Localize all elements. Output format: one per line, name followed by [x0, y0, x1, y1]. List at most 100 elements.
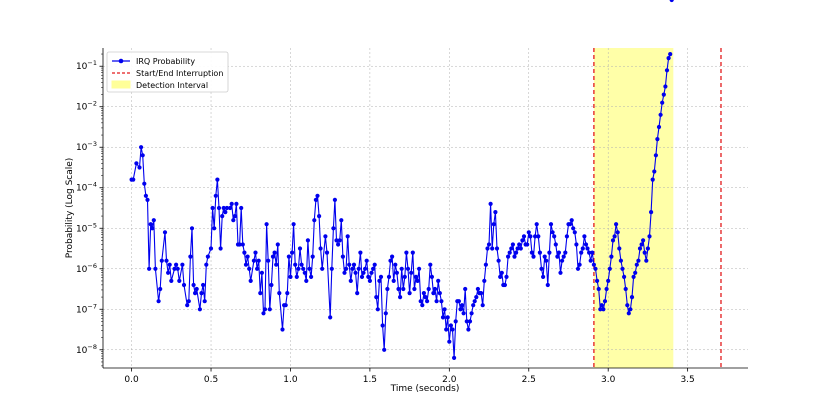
data-point — [425, 299, 430, 304]
data-point — [231, 218, 236, 223]
data-point — [391, 278, 396, 283]
data-point — [590, 250, 595, 255]
data-point — [445, 315, 450, 320]
data-point — [164, 258, 169, 263]
data-point — [413, 274, 419, 279]
data-point — [537, 250, 543, 255]
data-point — [201, 282, 206, 288]
detection-interval-span — [593, 48, 674, 368]
data-point — [585, 246, 590, 251]
data-point — [267, 307, 272, 312]
data-point — [137, 165, 142, 170]
data-point — [342, 270, 347, 275]
data-point — [541, 274, 546, 279]
data-point — [253, 250, 258, 255]
data-point — [485, 246, 490, 251]
data-point — [286, 254, 291, 259]
data-point — [596, 286, 601, 292]
data-point — [283, 303, 288, 308]
data-point — [307, 266, 312, 271]
data-point — [452, 355, 457, 360]
legend-patch-icon — [111, 80, 131, 89]
data-point — [579, 250, 584, 255]
data-point — [142, 181, 147, 186]
data-point — [320, 266, 325, 271]
data-point — [560, 258, 565, 263]
data-point — [493, 210, 498, 215]
data-point — [669, 0, 674, 3]
data-point — [509, 246, 514, 251]
data-point — [290, 250, 295, 255]
data-point — [251, 258, 256, 263]
data-point — [496, 258, 501, 263]
data-point — [382, 347, 387, 352]
data-point — [377, 278, 382, 283]
data-point — [388, 258, 393, 263]
data-point — [456, 299, 461, 304]
data-point — [401, 286, 406, 292]
data-point — [660, 100, 665, 105]
data-point — [261, 311, 266, 316]
data-point — [140, 153, 145, 158]
data-point — [405, 266, 411, 271]
data-point — [367, 278, 372, 283]
data-point — [568, 222, 573, 227]
axes-layer — [102, 48, 748, 369]
data-point — [359, 274, 365, 279]
data-point — [340, 254, 345, 259]
data-point — [520, 238, 525, 243]
data-point — [637, 246, 643, 251]
data-point — [444, 327, 449, 332]
data-point — [423, 295, 428, 300]
data-point — [547, 250, 552, 255]
data-point — [323, 234, 328, 239]
data-point — [642, 250, 647, 255]
data-point — [617, 246, 622, 251]
data-point — [177, 278, 182, 283]
data-point — [270, 254, 276, 259]
data-point — [372, 262, 377, 267]
data-point — [464, 319, 469, 324]
data-point — [299, 262, 304, 267]
data-point — [153, 266, 158, 271]
data-point — [345, 234, 350, 239]
data-point — [561, 254, 566, 259]
data-point — [337, 238, 342, 243]
data-point — [269, 282, 274, 288]
data-point — [355, 291, 360, 296]
data-point — [663, 84, 668, 89]
data-point — [208, 246, 214, 251]
data-point — [604, 286, 609, 292]
data-point — [312, 218, 317, 223]
y-tick-label: 10−2 — [76, 100, 97, 113]
data-point — [514, 250, 519, 255]
data-point — [221, 205, 226, 211]
data-point — [499, 270, 504, 275]
data-point — [398, 295, 403, 300]
x-tick-label: 1.5 — [363, 375, 377, 385]
data-point — [224, 205, 229, 211]
data-point — [431, 291, 436, 296]
data-point — [162, 230, 168, 235]
data-point — [571, 226, 576, 231]
data-point — [310, 254, 315, 259]
data-point — [510, 242, 515, 247]
data-point — [409, 270, 414, 275]
data-point — [556, 250, 562, 255]
data-point — [437, 291, 442, 296]
data-point — [369, 270, 374, 275]
data-point — [542, 254, 547, 259]
data-point — [277, 291, 282, 296]
data-point — [194, 286, 199, 292]
data-point — [474, 295, 479, 300]
data-point — [175, 266, 180, 271]
data-point — [572, 230, 577, 235]
data-point — [622, 274, 627, 279]
data-point — [202, 299, 207, 304]
data-point — [529, 250, 535, 255]
data-point — [228, 205, 233, 211]
data-point — [229, 201, 234, 206]
y-axis-title: Probability (Log Scale) — [65, 158, 75, 259]
data-point — [348, 278, 353, 283]
data-point — [428, 262, 433, 267]
